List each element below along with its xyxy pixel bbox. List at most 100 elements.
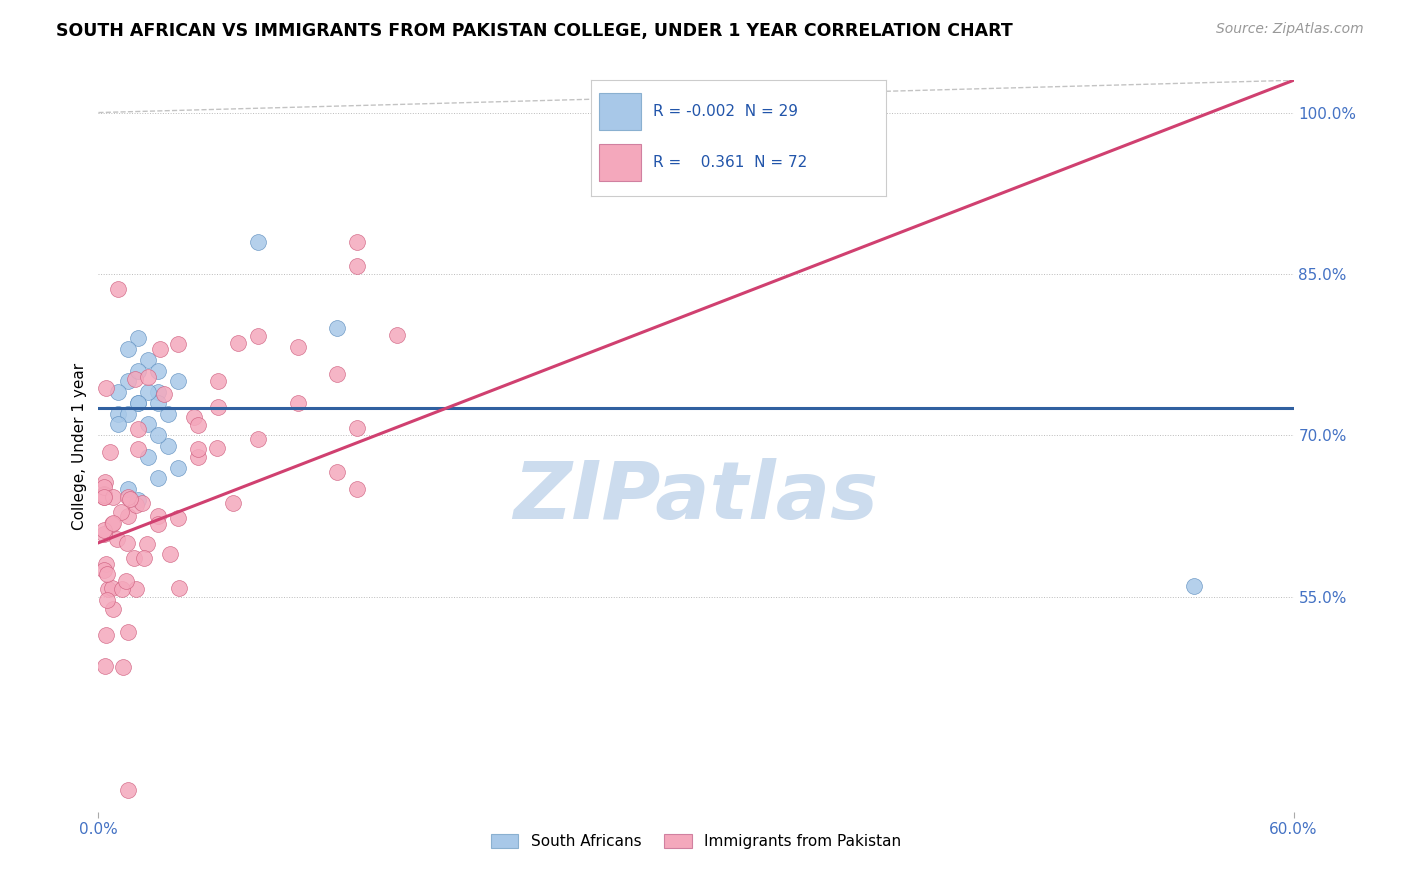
Point <box>149 342 172 356</box>
Point <box>125 582 148 596</box>
Point <box>98 445 121 459</box>
Point <box>187 450 209 464</box>
Point <box>148 508 170 523</box>
Point <box>93 490 115 504</box>
Point <box>187 442 209 456</box>
Point <box>127 331 149 345</box>
Point <box>101 601 124 615</box>
Point <box>96 558 118 572</box>
Point <box>117 482 139 496</box>
Point <box>117 783 139 797</box>
Point <box>136 417 159 432</box>
Point <box>346 259 368 273</box>
Point <box>117 509 139 524</box>
Point <box>127 396 149 410</box>
Point <box>124 372 146 386</box>
Point <box>93 488 115 502</box>
Point <box>93 487 115 501</box>
Point <box>167 511 190 525</box>
Point <box>117 490 139 504</box>
Point <box>93 523 115 537</box>
Point <box>134 550 156 565</box>
Point <box>101 581 124 595</box>
Point <box>96 381 118 395</box>
Point <box>148 516 170 531</box>
Point <box>107 407 129 421</box>
Point <box>148 396 170 410</box>
Point <box>246 432 269 446</box>
Point <box>136 450 159 464</box>
Point <box>157 439 180 453</box>
Point <box>115 535 138 549</box>
Point <box>96 566 118 581</box>
Point <box>110 505 132 519</box>
Point <box>94 475 117 489</box>
Point <box>346 235 368 249</box>
Point <box>101 517 124 532</box>
Point <box>207 400 229 414</box>
Point <box>287 395 309 409</box>
Point <box>93 526 115 541</box>
Point <box>246 329 269 343</box>
Legend: South Africans, Immigrants from Pakistan: South Africans, Immigrants from Pakistan <box>485 828 907 855</box>
Point <box>127 421 149 435</box>
Point <box>117 342 139 356</box>
Point <box>183 410 205 425</box>
Point <box>93 490 115 504</box>
Point <box>94 627 117 641</box>
Point <box>117 375 139 389</box>
Point <box>207 374 229 388</box>
Point <box>107 282 129 296</box>
Point <box>96 593 118 607</box>
Text: R = -0.002  N = 29: R = -0.002 N = 29 <box>652 104 797 120</box>
Text: R =    0.361  N = 72: R = 0.361 N = 72 <box>652 155 807 170</box>
Point <box>118 492 141 507</box>
Point <box>110 582 132 596</box>
Point <box>187 417 209 432</box>
Point <box>136 385 159 400</box>
Point <box>153 387 176 401</box>
Point <box>1182 579 1205 593</box>
Point <box>157 407 180 421</box>
Point <box>93 480 115 494</box>
Point <box>136 353 159 368</box>
Point <box>326 368 349 382</box>
Point <box>125 498 148 512</box>
FancyBboxPatch shape <box>599 93 641 130</box>
FancyBboxPatch shape <box>599 144 641 181</box>
Point <box>148 385 170 400</box>
Point <box>167 460 190 475</box>
Point <box>131 496 153 510</box>
Point <box>93 563 115 577</box>
Point <box>127 364 149 378</box>
Point <box>114 574 136 589</box>
Point <box>136 537 159 551</box>
Point <box>148 364 170 378</box>
Point <box>136 370 159 384</box>
Text: Source: ZipAtlas.com: Source: ZipAtlas.com <box>1216 22 1364 37</box>
Point <box>159 547 181 561</box>
Point <box>205 441 228 455</box>
Point <box>665 181 688 195</box>
Point <box>122 550 145 565</box>
Point <box>167 337 190 351</box>
Point <box>117 407 139 421</box>
Point <box>107 385 129 400</box>
Point <box>127 396 149 410</box>
Text: SOUTH AFRICAN VS IMMIGRANTS FROM PAKISTAN COLLEGE, UNDER 1 YEAR CORRELATION CHAR: SOUTH AFRICAN VS IMMIGRANTS FROM PAKISTA… <box>56 22 1012 40</box>
Text: ZIPatlas: ZIPatlas <box>513 458 879 536</box>
Y-axis label: College, Under 1 year: College, Under 1 year <box>72 362 87 530</box>
Point <box>346 482 368 496</box>
Point <box>222 496 245 510</box>
Point <box>346 421 368 435</box>
Point <box>94 658 117 673</box>
Point <box>167 375 190 389</box>
Point <box>97 582 120 596</box>
Point <box>101 490 124 504</box>
Point <box>117 625 139 640</box>
Point <box>167 581 190 595</box>
Point <box>105 532 128 546</box>
Point <box>148 471 170 485</box>
Point <box>107 417 129 432</box>
Point <box>127 492 149 507</box>
